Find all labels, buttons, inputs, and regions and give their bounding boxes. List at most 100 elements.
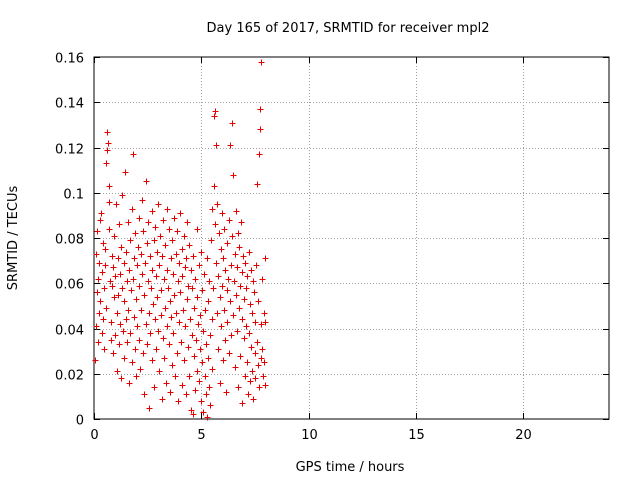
data-point	[167, 298, 174, 305]
data-point	[202, 373, 209, 380]
data-point	[248, 267, 255, 274]
data-point	[192, 387, 199, 394]
data-point	[204, 414, 211, 421]
data-point	[102, 262, 109, 269]
data-point	[164, 267, 171, 274]
data-point	[179, 246, 186, 253]
data-point	[173, 310, 180, 317]
data-point	[117, 271, 124, 278]
data-point	[254, 181, 261, 188]
data-point	[218, 323, 225, 330]
data-point	[247, 301, 254, 308]
data-point	[212, 221, 219, 228]
data-point	[94, 289, 101, 296]
data-point	[230, 312, 237, 319]
data-point	[98, 210, 105, 217]
data-point	[146, 310, 153, 317]
data-point	[133, 296, 140, 303]
data-point	[114, 310, 121, 317]
data-point	[134, 262, 141, 269]
data-point	[179, 382, 186, 389]
data-point	[235, 230, 242, 237]
data-point	[129, 206, 136, 213]
data-point	[225, 276, 232, 283]
data-point	[122, 169, 129, 176]
data-point	[252, 350, 259, 357]
data-point	[229, 120, 236, 127]
data-point	[213, 142, 220, 149]
data-point	[256, 151, 263, 158]
data-point	[145, 278, 152, 285]
data-point	[214, 201, 221, 208]
data-point	[242, 260, 249, 267]
data-point	[162, 242, 169, 249]
data-point	[189, 332, 196, 339]
x-tick-label: 15	[408, 428, 425, 443]
data-point	[146, 405, 153, 412]
data-point	[174, 350, 181, 357]
data-point	[185, 283, 192, 290]
data-point	[201, 271, 208, 278]
y-tick-label: 0.16	[55, 52, 84, 67]
data-point	[195, 321, 202, 328]
data-point	[136, 337, 143, 344]
data-point	[191, 353, 198, 360]
data-point	[232, 251, 239, 258]
data-point	[233, 292, 240, 299]
data-point	[172, 373, 179, 380]
data-point	[104, 129, 111, 136]
data-point	[164, 323, 171, 330]
data-point	[169, 362, 176, 369]
data-point	[102, 246, 109, 253]
data-point	[196, 262, 203, 269]
data-point	[219, 283, 226, 290]
data-point	[96, 310, 103, 317]
data-point	[176, 319, 183, 326]
data-point	[224, 287, 231, 294]
data-point	[221, 307, 228, 314]
x-tick-label: 0	[90, 428, 98, 443]
data-point	[186, 242, 193, 249]
chart-title: Day 165 of 2017, SRMTID for receiver mpl…	[207, 21, 490, 36]
data-point	[124, 339, 131, 346]
data-point	[101, 285, 108, 292]
data-points	[92, 59, 269, 421]
data-point	[238, 219, 245, 226]
data-point	[104, 147, 111, 154]
data-point	[184, 219, 191, 226]
data-point	[150, 301, 157, 308]
data-point	[149, 208, 156, 215]
data-point	[92, 357, 99, 364]
data-point	[245, 391, 252, 398]
data-point	[164, 206, 171, 213]
data-point	[109, 253, 116, 260]
data-point	[217, 294, 224, 301]
data-point	[147, 253, 154, 260]
data-point	[246, 249, 253, 256]
data-point	[154, 249, 161, 256]
data-point	[249, 310, 256, 317]
data-point	[165, 285, 172, 292]
data-point	[227, 142, 234, 149]
data-point	[156, 262, 163, 269]
data-point	[221, 226, 228, 233]
data-point	[247, 378, 254, 385]
data-point	[159, 396, 166, 403]
data-point	[252, 375, 259, 382]
data-point	[231, 278, 238, 285]
data-point	[177, 210, 184, 217]
data-point	[156, 368, 163, 375]
data-point	[205, 298, 212, 305]
data-point	[161, 276, 168, 283]
data-point	[105, 140, 112, 147]
data-point	[101, 346, 108, 353]
data-point	[215, 346, 222, 353]
data-point	[224, 240, 231, 247]
data-point	[220, 255, 227, 262]
data-point	[144, 341, 151, 348]
data-point	[203, 341, 210, 348]
y-tick-labels: 0 0.02 0.04 0.06 0.08 0.1 0.12 0.14 0.16	[55, 52, 84, 429]
data-point	[254, 339, 261, 346]
data-point	[151, 237, 158, 244]
data-point	[111, 233, 118, 240]
